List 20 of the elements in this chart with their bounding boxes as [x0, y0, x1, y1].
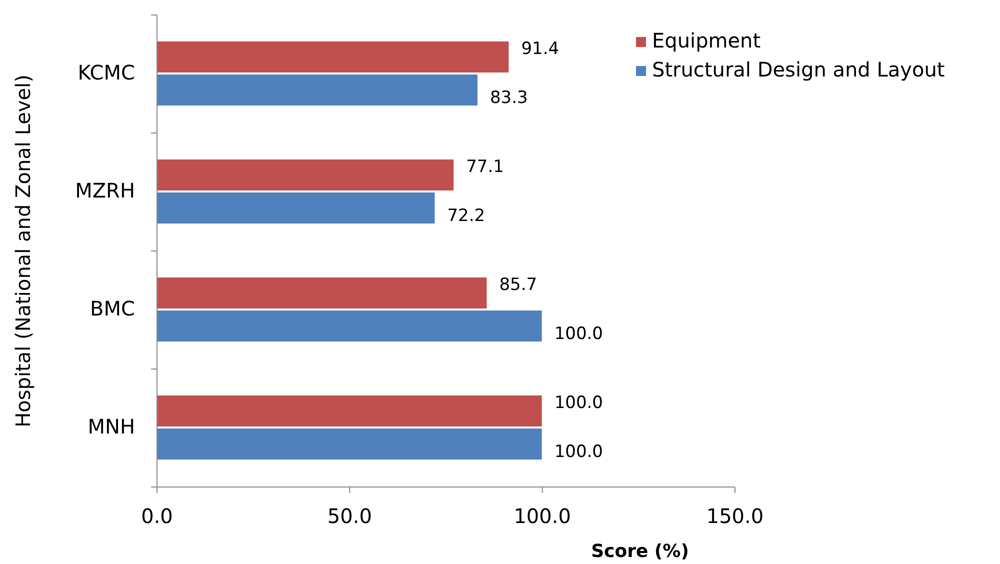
y-tick-label: BMC: [90, 296, 135, 320]
y-tick-label: MZRH: [75, 178, 135, 202]
data-label: 91.4: [521, 39, 560, 60]
data-label: 85.7: [499, 275, 538, 296]
legend-label: Equipment: [652, 28, 761, 52]
x-tick-label: 150.0: [706, 504, 764, 528]
data-label: 100.0: [554, 442, 604, 462]
data-label: 77.1: [466, 157, 504, 178]
y-axis-title: Hospital (National and Zonal Level): [11, 74, 35, 428]
data-label: 72.2: [447, 206, 486, 226]
y-tick-label: KCMC: [78, 60, 135, 84]
data-label: 83.3: [490, 88, 528, 108]
data-label: 100.0: [554, 393, 604, 414]
y-tick-label: MNH: [88, 414, 135, 438]
x-tick-label: 0.0: [141, 504, 173, 528]
legend-label: Structural Design and Layout: [652, 57, 945, 82]
x-tick-label: 50.0: [327, 504, 372, 528]
x-tick-label: 100.0: [514, 504, 571, 528]
x-axis-title: Score (%): [591, 541, 689, 562]
data-label: 100.0: [554, 324, 604, 344]
